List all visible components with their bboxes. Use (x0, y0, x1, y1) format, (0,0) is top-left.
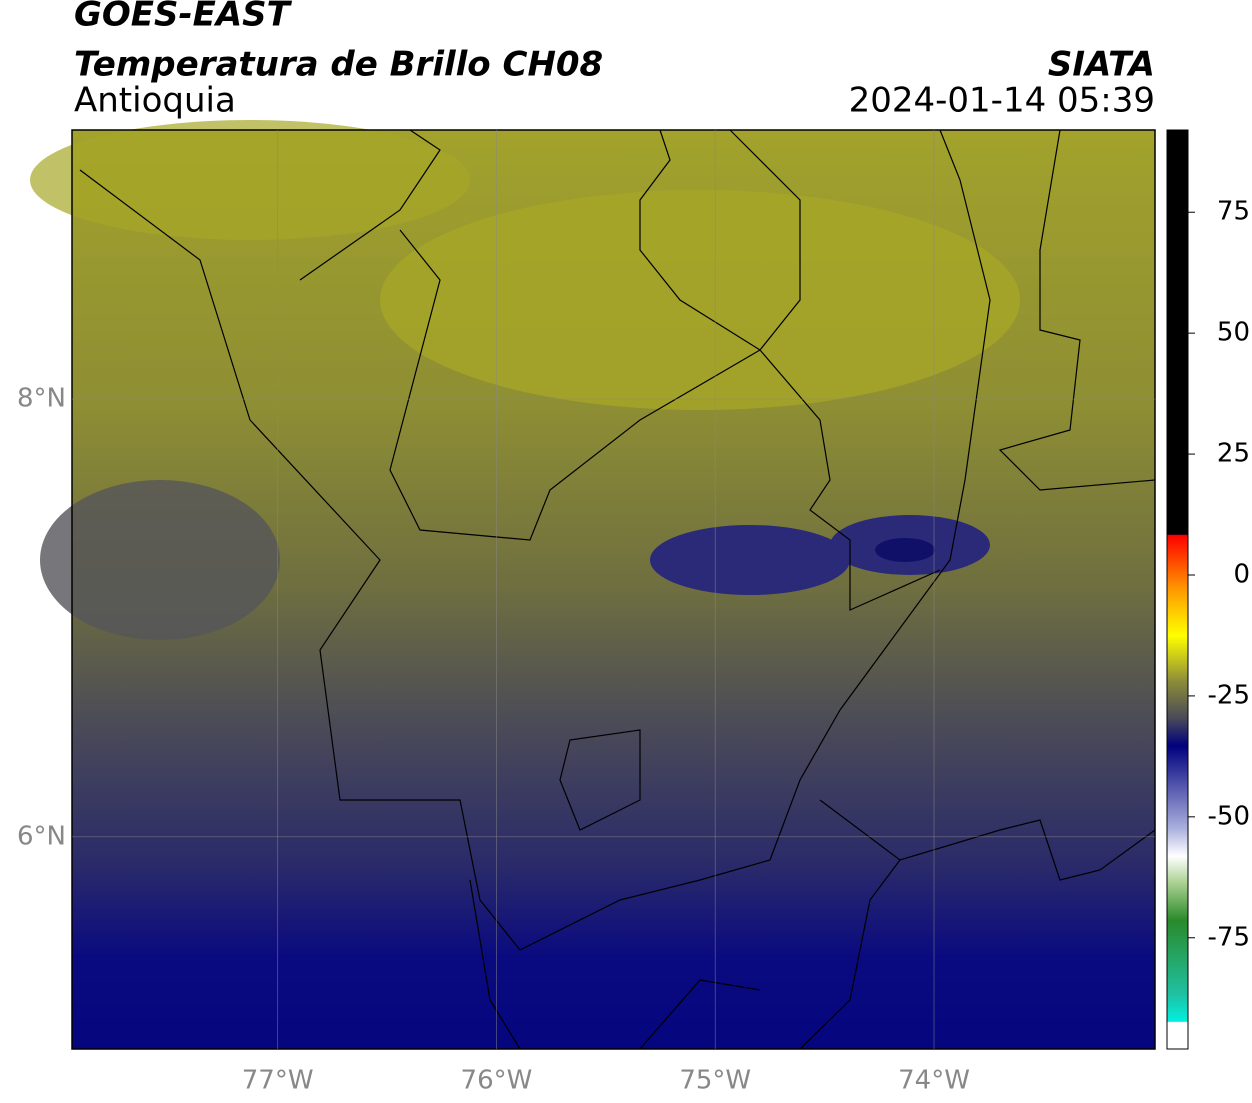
colorbar-tick-label: -50 (1208, 801, 1250, 831)
colorbar-tick-label: 75 (1217, 197, 1250, 227)
x-tick-label: 77°W (242, 1066, 314, 1096)
borders (79, 129, 1156, 1050)
colorbar-tick-label: 0 (1233, 559, 1250, 589)
cloud-core (875, 538, 935, 562)
warm-area (30, 120, 470, 240)
colorbar (1166, 129, 1189, 1050)
source: SIATA (1048, 45, 1155, 85)
x-tick-label: 75°W (679, 1066, 751, 1096)
cool-area (40, 480, 280, 640)
datetime: 2024-01-14 05:39 (849, 81, 1155, 121)
colorbar-tick-label: -75 (1208, 922, 1250, 952)
y-tick-label: 6°N (17, 821, 66, 851)
region: Antioquia (74, 81, 236, 121)
colorbar-tick-label: 50 (1217, 318, 1250, 348)
map (30, 120, 1156, 1050)
subtitle: Temperatura de Brillo CH08 (74, 45, 603, 85)
warm-area (380, 190, 1020, 410)
x-tick-label: 76°W (461, 1066, 533, 1096)
y-tick-label: 8°N (17, 384, 66, 414)
cloud (650, 525, 850, 595)
colorbar-tick-label: -25 (1208, 680, 1250, 710)
title: GOES-EAST (74, 0, 293, 35)
map-frame (71, 129, 1156, 1050)
colorbar-tick-label: 25 (1217, 439, 1250, 469)
x-tick-label: 74°W (898, 1066, 970, 1096)
